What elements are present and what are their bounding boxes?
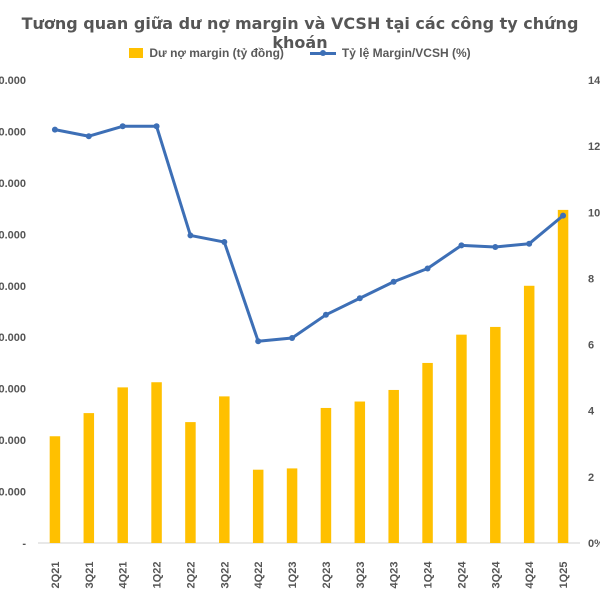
y-right-tick-label: 4: [588, 406, 595, 418]
bar-1Q23: [286, 468, 298, 543]
bar-1Q25: [557, 209, 569, 543]
bar-1Q24: [422, 362, 433, 543]
ratio-point-4Q24: [526, 240, 533, 247]
ratio-point-3Q23: [356, 295, 363, 302]
legend-label-ratio: Tỷ lệ Margin/VCSH (%): [341, 46, 471, 60]
bar-4Q22: [252, 469, 264, 543]
y-right-tick-label: 6: [588, 340, 594, 352]
ratio-point-3Q22: [221, 239, 228, 246]
x-tick-label: 2Q21: [50, 562, 62, 589]
ratio-line: [54, 124, 565, 343]
y-left-tick-label: 0.000: [0, 332, 26, 344]
ratio-point-1Q22: [153, 123, 160, 130]
legend: Dư nợ margin (tỷ đồng) Tỷ lệ Margin/VCSH…: [0, 46, 600, 60]
bar-3Q21: [83, 413, 95, 543]
y-left-tick-label: -: [22, 538, 26, 550]
bar-4Q21: [117, 387, 128, 543]
x-tick-label: 4Q21: [118, 562, 130, 589]
ratio-point-1Q25: [560, 212, 567, 219]
y-left-tick-label: 0.000: [0, 178, 26, 190]
x-tick-label: 1Q23: [287, 562, 299, 589]
legend-label-margin: Dư nợ margin (tỷ đồng): [149, 46, 284, 60]
ratio-point-4Q23: [390, 278, 397, 285]
x-tick-label: 4Q24: [524, 561, 536, 589]
ratio-point-3Q21: [85, 133, 92, 140]
x-tick-label: 3Q24: [490, 561, 502, 589]
y-right-tick-label: 0%: [588, 538, 600, 550]
x-tick-label: 2Q22: [185, 562, 197, 589]
bar-3Q22: [219, 396, 230, 543]
bar-3Q24: [490, 326, 501, 543]
ratio-point-1Q24: [424, 265, 431, 272]
bar-4Q23: [388, 389, 399, 543]
ratio-point-4Q22: [255, 338, 262, 345]
y-left-tick-label: 0.000: [0, 281, 26, 293]
bar-2Q22: [185, 422, 196, 543]
ratio-point-2Q24: [458, 242, 465, 249]
x-tick-label: 1Q22: [152, 562, 164, 589]
bar-1Q22: [151, 382, 162, 543]
y-right-tick-label: 12: [588, 141, 600, 153]
y-right-tick-label: 10: [588, 207, 600, 219]
x-tick-label: 2Q24: [456, 561, 468, 589]
x-tick-label: 3Q22: [219, 562, 231, 589]
y-right-tick-label: 14: [588, 75, 600, 87]
bar-3Q23: [354, 401, 366, 543]
x-tick-label: 4Q22: [253, 562, 265, 589]
legend-item-margin: Dư nợ margin (tỷ đồng): [129, 46, 284, 60]
ratio-point-1Q23: [289, 334, 296, 341]
bar-2Q21: [49, 436, 61, 543]
ratio-point-2Q23: [322, 311, 329, 318]
y-left-tick-label: 0.000: [0, 487, 26, 499]
x-tick-label: 4Q23: [389, 562, 401, 589]
x-tick-label: 3Q21: [84, 562, 96, 589]
ratio-point-2Q21: [51, 126, 58, 133]
ratio-point-3Q24: [492, 244, 499, 251]
y-left-tick-label: 0.000: [0, 384, 26, 396]
y-right-tick-label: 8: [588, 273, 594, 285]
legend-swatch-margin: [129, 48, 144, 58]
x-tick-label: 1Q24: [423, 561, 435, 589]
ratio-point-2Q22: [187, 232, 194, 239]
legend-swatch-ratio: [309, 48, 336, 58]
y-left-tick-label: 0.000: [0, 435, 26, 447]
chart-title: Tương quan giữa dư nợ margin và VCSH tại…: [21, 14, 579, 52]
bar-2Q24: [456, 334, 467, 543]
x-tick-label: 1Q25: [558, 562, 570, 589]
legend-item-ratio: Tỷ lệ Margin/VCSH (%): [309, 46, 471, 60]
y-left-tick-label: 0.000: [0, 126, 26, 138]
bar-4Q24: [523, 285, 535, 543]
y-left-tick-label: 0.000: [0, 75, 26, 87]
bar-2Q23: [320, 407, 332, 543]
ratio-point-4Q21: [119, 123, 126, 130]
y-left-tick-label: 0.000: [0, 229, 26, 241]
x-tick-label: 3Q23: [355, 562, 367, 589]
x-tick-label: 2Q23: [321, 562, 333, 589]
y-right-tick-label: 2: [588, 472, 594, 484]
